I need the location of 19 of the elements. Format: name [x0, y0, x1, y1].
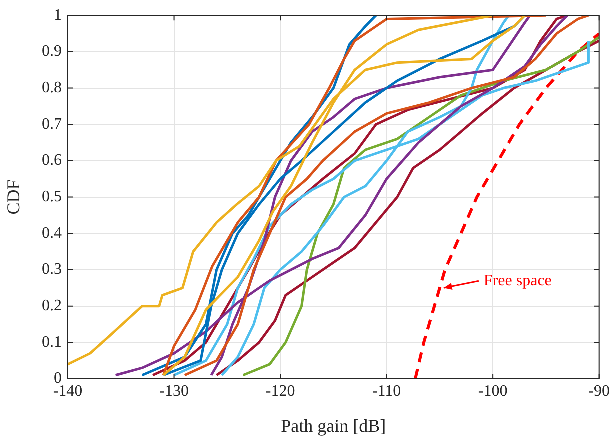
- x-tick-label: -100: [478, 382, 508, 400]
- annotation: Free space: [484, 272, 552, 290]
- y-tick-label: 0.2: [42, 298, 62, 315]
- x-tick-label: -90: [588, 382, 610, 400]
- y-tick-label: 0.5: [42, 188, 62, 206]
- x-tick-label: -110: [372, 382, 402, 400]
- x-tick-label: -130: [160, 382, 189, 400]
- x-axis-title: Path gain [dB]: [281, 416, 386, 436]
- y-tick-label: 0.6: [42, 152, 62, 170]
- y-tick-label: 0.3: [42, 261, 62, 278]
- y-tick-label: 0.7: [42, 116, 62, 133]
- y-tick-label: 1: [54, 6, 62, 24]
- y-tick-label: 0.1: [42, 334, 62, 351]
- line-series: [414, 32, 600, 379]
- x-tick-label: -120: [266, 382, 296, 400]
- y-tick-label: 0.9: [42, 43, 62, 60]
- y-tick-label: 0.4: [42, 224, 62, 242]
- y-tick-label: 0.8: [42, 79, 62, 96]
- y-axis-title: CDF: [4, 180, 24, 215]
